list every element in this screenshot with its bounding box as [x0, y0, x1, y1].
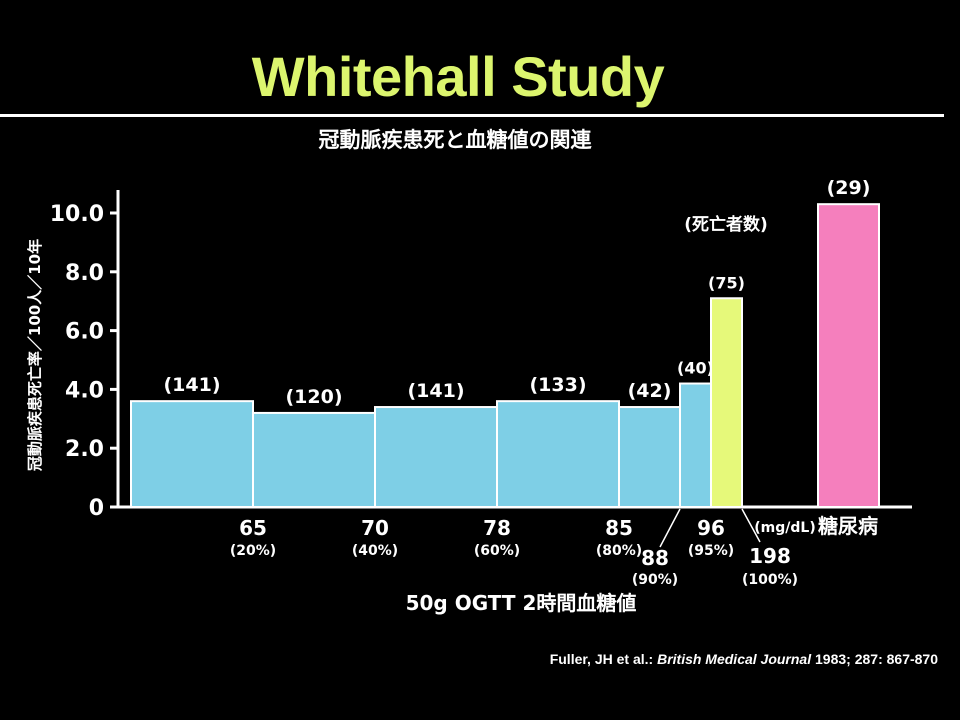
- bar: [618, 406, 681, 509]
- y-tick-label: 10.0: [50, 202, 104, 227]
- y-tick-label: 8.0: [65, 261, 104, 286]
- x-tick-label: 85: [605, 516, 633, 540]
- bar-death-count: (133): [529, 374, 586, 396]
- x-tick-label: 96: [697, 516, 725, 540]
- y-tick-label: 4.0: [65, 378, 104, 403]
- bar-death-count: (141): [407, 380, 464, 402]
- bar: [374, 406, 498, 509]
- leader-line: [659, 508, 681, 548]
- y-tick-label: 0: [89, 496, 104, 521]
- diabetes-category-label: 糖尿病: [818, 514, 878, 538]
- bar: [130, 400, 254, 508]
- x-unit-label: (mg/dL): [754, 520, 815, 536]
- x-tick-label: 70: [361, 516, 389, 540]
- title-divider: [0, 114, 944, 117]
- bar: [710, 297, 743, 509]
- x-tick-label: 78: [483, 516, 511, 540]
- x-tick-label: 198: [749, 544, 791, 568]
- y-tick-label: 6.0: [65, 320, 104, 345]
- citation-authors: Fuller, JH et al.:: [549, 651, 658, 667]
- slide-title: Whitehall Study: [251, 45, 665, 108]
- citation: Fuller, JH et al.: British Medical Journ…: [550, 651, 938, 667]
- x-tick-label: 65: [239, 516, 267, 540]
- x-percentile-label: (20%): [230, 543, 276, 559]
- bar: [817, 203, 880, 508]
- citation-details: 1983; 287: 867-870: [811, 651, 938, 667]
- death-count-legend: (死亡者数): [684, 214, 768, 235]
- bar-death-count: (42): [628, 380, 672, 402]
- x-axis-title: 50g OGTT 2時間血糖値: [406, 591, 637, 615]
- bar-death-count: (141): [163, 374, 220, 396]
- bar-death-count: (120): [285, 386, 342, 408]
- citation-journal: British Medical Journal: [657, 651, 812, 667]
- bar-death-count: (75): [708, 273, 745, 292]
- y-axis-title: 冠動脈疾患死亡率／100人／10年: [26, 239, 44, 471]
- bar: [252, 411, 376, 509]
- bar-death-count: (29): [827, 177, 871, 199]
- x-tick-label: 88: [641, 546, 669, 570]
- bar: [679, 382, 712, 508]
- x-percentile-label: (100%): [742, 572, 798, 588]
- x-percentile-label: (90%): [632, 572, 678, 588]
- x-percentile-label: (95%): [688, 543, 734, 559]
- leader-line: [741, 508, 761, 543]
- x-percentile-label: (40%): [352, 543, 398, 559]
- x-percentile-label: (60%): [474, 543, 520, 559]
- y-tick-label: 2.0: [65, 437, 104, 462]
- chart-subtitle: 冠動脈疾患死と血糖値の関連: [318, 128, 592, 152]
- x-percentile-label: (80%): [596, 543, 642, 559]
- bar: [496, 400, 620, 508]
- bar-death-count: (40): [677, 359, 714, 378]
